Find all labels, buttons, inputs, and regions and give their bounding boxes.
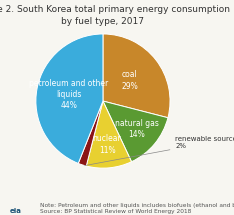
- Text: renewable sources
2%: renewable sources 2%: [84, 136, 234, 166]
- Text: Note: Petroleum and other liquids includes biofuels (ethanol and biodiesel)
Sour: Note: Petroleum and other liquids includ…: [40, 203, 234, 214]
- Text: eia: eia: [9, 208, 21, 214]
- Text: natural gas
14%: natural gas 14%: [115, 119, 158, 139]
- Text: Figure 2. South Korea total primary energy consumption
by fuel type, 2017: Figure 2. South Korea total primary ener…: [0, 5, 230, 26]
- Wedge shape: [78, 101, 103, 166]
- Wedge shape: [103, 101, 168, 162]
- Wedge shape: [86, 101, 132, 168]
- Wedge shape: [103, 34, 170, 118]
- Text: petroleum and other
liquids
44%: petroleum and other liquids 44%: [29, 79, 108, 110]
- Text: nuclear
11%: nuclear 11%: [93, 134, 121, 155]
- Text: coal
29%: coal 29%: [121, 71, 138, 91]
- Wedge shape: [36, 34, 103, 163]
